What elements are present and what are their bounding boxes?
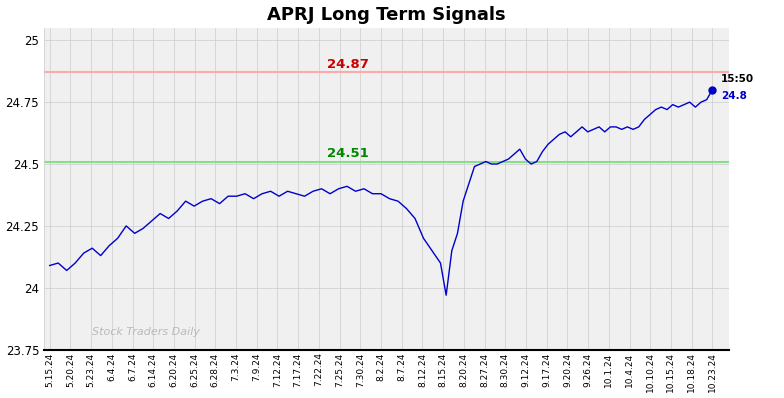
- Text: 24.8: 24.8: [720, 91, 746, 101]
- Title: APRJ Long Term Signals: APRJ Long Term Signals: [267, 6, 506, 23]
- Text: 24.87: 24.87: [327, 58, 368, 71]
- Text: 24.51: 24.51: [327, 147, 368, 160]
- Text: Stock Traders Daily: Stock Traders Daily: [92, 327, 200, 337]
- Text: 15:50: 15:50: [720, 74, 754, 84]
